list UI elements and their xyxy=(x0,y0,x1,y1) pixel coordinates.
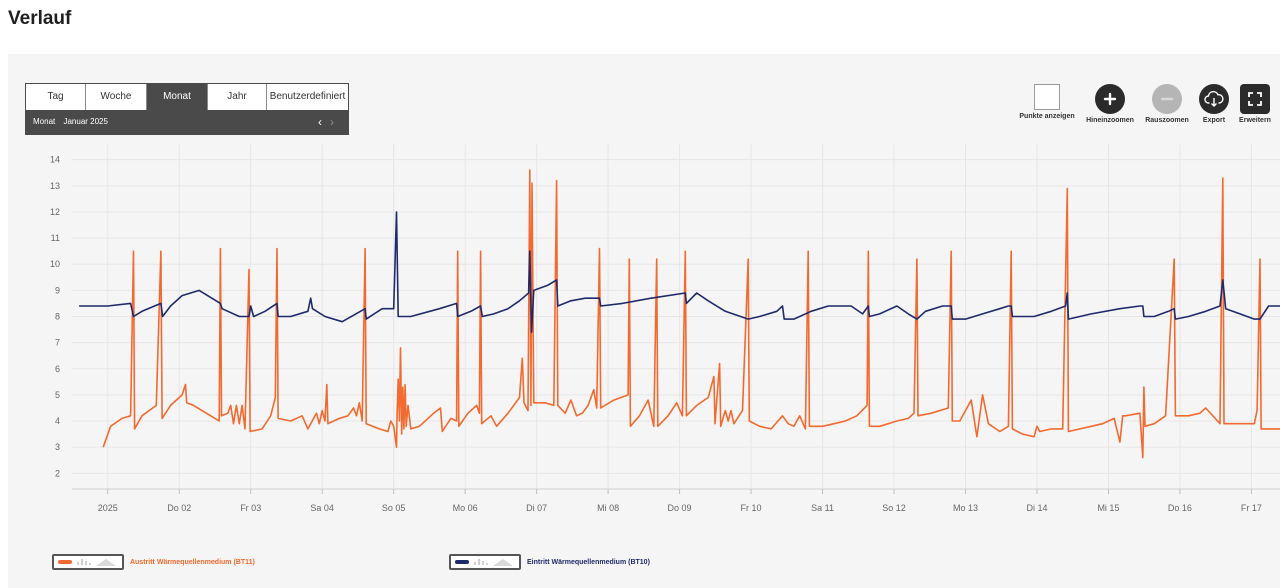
x-tick-label: Di 14 xyxy=(1026,503,1047,513)
legend-label-bt10: Eintritt Wärmequellenmedium (BT10) xyxy=(527,558,650,566)
x-tick-label: Do 09 xyxy=(668,503,692,513)
legend-label-bt11: Austritt Wärmequellenmedium (BT11) xyxy=(130,558,255,566)
zoom-out-label: Rauszoomen xyxy=(1145,117,1189,124)
x-tick-label: Sa 11 xyxy=(811,503,834,513)
y-tick-label: 7 xyxy=(55,338,60,348)
x-tick-label: Mi 15 xyxy=(1097,503,1119,513)
range-tabs: Tag Woche Monat Jahr Benutzerdefiniert xyxy=(26,84,348,110)
expand-icon xyxy=(1240,84,1270,114)
export-label: Export xyxy=(1202,117,1226,124)
x-tick-label: Fr 10 xyxy=(741,503,762,513)
x-tick-label: So 05 xyxy=(382,503,406,513)
cloud-download-icon xyxy=(1199,84,1229,114)
zoom-in-button[interactable]: Hineinzoomen xyxy=(1084,84,1136,124)
y-tick-label: 4 xyxy=(55,416,60,426)
x-axis: 2025 Do 02 Fr 03 Sa 04 So 05 Mo 06 Di 07 Mi 08 D… xyxy=(98,489,1262,513)
x-tick-label: Do 02 xyxy=(167,503,191,513)
x-tick-label: 2025 xyxy=(98,503,118,513)
y-tick-label: 12 xyxy=(50,207,60,217)
zoom-in-label: Hineinzoomen xyxy=(1086,117,1134,124)
legend-swatch-bt11 xyxy=(52,554,124,570)
y-tick-label: 6 xyxy=(55,364,60,374)
export-button[interactable]: Export xyxy=(1194,84,1234,124)
legend-item-bt11[interactable]: Austritt Wärmequellenmedium (BT11) xyxy=(52,554,255,570)
expand-label: Erweitern xyxy=(1239,117,1271,124)
y-tick-label: 10 xyxy=(50,259,60,269)
y-tick-label: 5 xyxy=(55,390,60,400)
tab-tag[interactable]: Tag xyxy=(26,84,86,110)
next-period-button[interactable]: › xyxy=(330,115,334,129)
y-tick-label: 13 xyxy=(50,181,60,191)
expand-button[interactable]: Erweitern xyxy=(1236,84,1274,124)
tab-woche[interactable]: Woche xyxy=(86,84,147,110)
series-line-bt10 xyxy=(79,211,1280,333)
x-tick-label: Mo 13 xyxy=(953,503,978,513)
y-axis: 2 3 4 5 6 7 8 9 10 11 12 13 14 xyxy=(50,155,60,479)
x-tick-label: Mi 08 xyxy=(597,503,619,513)
period-value: Januar 2025 xyxy=(63,117,108,126)
x-tick-label: Sa 04 xyxy=(310,503,334,513)
y-tick-label: 3 xyxy=(55,442,60,452)
page-title: Verlauf xyxy=(8,8,72,29)
zoom-out-button[interactable]: Rauszoomen xyxy=(1142,84,1192,124)
legend-item-bt10[interactable]: Eintritt Wärmequellenmedium (BT10) xyxy=(449,554,650,570)
y-tick-label: 8 xyxy=(55,312,60,322)
period-type: Monat xyxy=(33,117,56,126)
y-tick-label: 11 xyxy=(51,233,60,243)
tab-jahr[interactable]: Jahr xyxy=(208,84,267,110)
chart-grid xyxy=(72,144,1280,490)
tab-benutzerdefiniert[interactable]: Benutzerdefiniert xyxy=(269,91,346,102)
show-points-toggle[interactable]: Punkte anzeigen xyxy=(1014,84,1080,120)
y-tick-label: 14 xyxy=(50,155,60,165)
y-tick-label: 2 xyxy=(55,468,60,478)
chart-series xyxy=(79,169,1280,459)
x-tick-label: Fr 17 xyxy=(1241,503,1262,513)
history-panel: Tag Woche Monat Jahr Benutzerdefiniert M… xyxy=(8,54,1280,588)
y-tick-label: 9 xyxy=(55,285,60,295)
legend-swatch-bt10 xyxy=(449,554,521,570)
x-tick-label: Do 16 xyxy=(1168,503,1192,513)
x-tick-label: Di 07 xyxy=(526,503,547,513)
x-tick-label: Fr 03 xyxy=(240,503,261,513)
minus-icon xyxy=(1152,84,1182,114)
show-points-checkbox[interactable] xyxy=(1034,84,1060,110)
period-bar: Monat Januar 2025 ‹ › xyxy=(26,110,348,134)
show-points-label: Punkte anzeigen xyxy=(1019,113,1075,120)
line-chart: 2 3 4 5 6 7 8 9 10 11 12 13 14 2025 Do 02 Fr 03 Sa 04 So… xyxy=(50,144,1280,513)
series-line-bt11 xyxy=(102,169,1280,459)
x-tick-label: Mo 06 xyxy=(453,503,478,513)
x-tick-label: So 12 xyxy=(882,503,906,513)
plus-icon xyxy=(1095,84,1125,114)
tab-monat[interactable]: Monat xyxy=(147,84,208,110)
range-selector: Tag Woche Monat Jahr Benutzerdefiniert M… xyxy=(25,83,349,135)
previous-period-button[interactable]: ‹ xyxy=(318,115,322,129)
